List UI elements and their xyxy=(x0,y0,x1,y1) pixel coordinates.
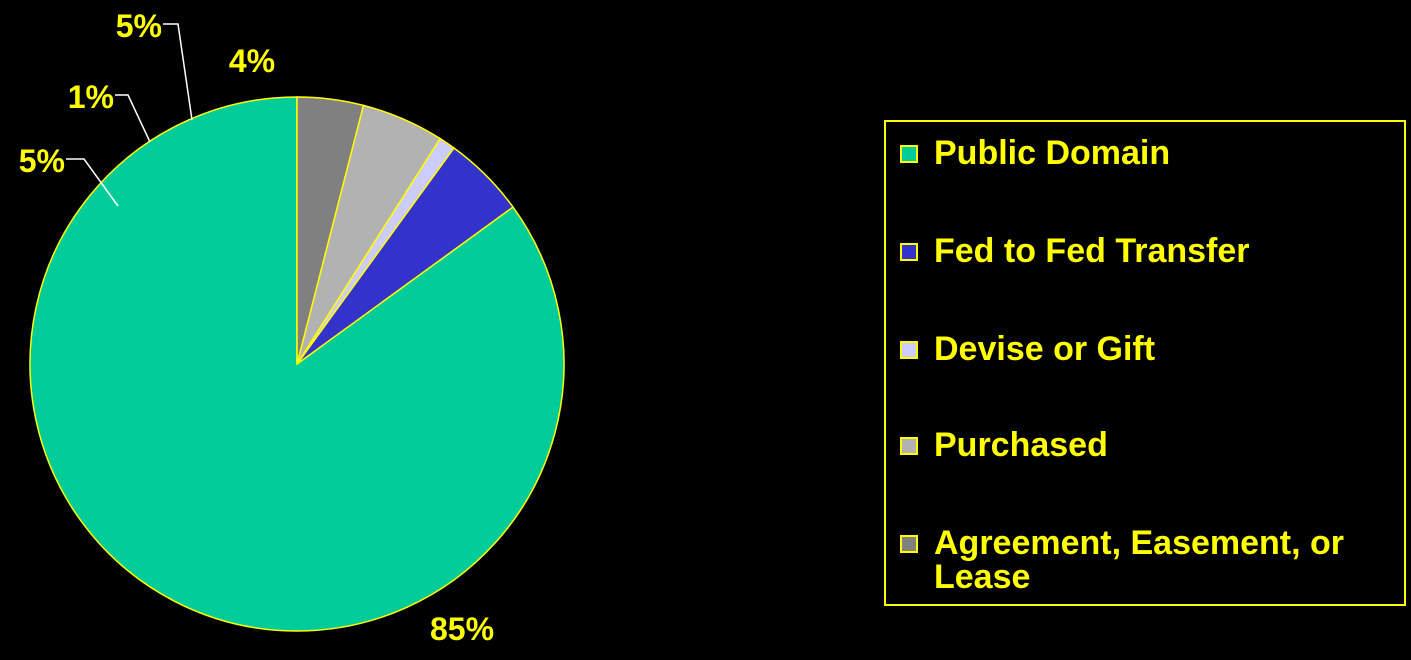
data-label-agreement-easement-or-lease: 4% xyxy=(229,43,275,79)
data-label-public-domain: 85% xyxy=(430,611,494,647)
legend-item-devise-or-gift: Devise or Gift xyxy=(900,332,1398,366)
legend-item-fed-to-fed-transfer: Fed to Fed Transfer xyxy=(900,234,1398,268)
legend-label-devise-or-gift: Devise or Gift xyxy=(934,330,1156,368)
chart-legend: Public Domain Fed to Fed Transfer Devise… xyxy=(884,120,1406,606)
data-label-fed-to-fed-transfer: 5% xyxy=(19,143,65,179)
pie-data-labels: 85% 5%1%5% 4% xyxy=(19,8,494,647)
legend-swatch-fed-to-fed-transfer xyxy=(900,243,918,261)
legend-label-public-domain: Public Domain xyxy=(934,134,1171,172)
legend-swatch-public-domain xyxy=(900,145,918,163)
leader-line-fed-to-fed-transfer xyxy=(66,158,119,207)
leader-line-devise-or-gift xyxy=(115,94,151,143)
legend-label-fed-to-fed-transfer: Fed to Fed Transfer xyxy=(934,232,1250,270)
legend-swatch-purchased xyxy=(900,437,918,455)
legend-swatch-devise-or-gift xyxy=(900,341,918,359)
legend-item-agreement-easement-or-lease: Agreement, Easement, or Lease xyxy=(900,526,1398,594)
leader-line-purchased xyxy=(163,23,193,121)
data-label-purchased: 5% xyxy=(116,8,162,44)
data-label-devise-or-gift: 1% xyxy=(68,79,114,115)
legend-item-public-domain: Public Domain xyxy=(900,136,1398,170)
pie-slices xyxy=(29,96,565,632)
pie-slice-agreement-easement-or-lease xyxy=(296,96,365,365)
legend-swatch-agreement-easement-or-lease xyxy=(900,535,918,553)
legend-label-agreement-easement-or-lease: Agreement, Easement, or Lease xyxy=(934,524,1345,596)
legend-item-purchased: Purchased xyxy=(900,428,1398,462)
legend-label-purchased: Purchased xyxy=(934,426,1108,464)
